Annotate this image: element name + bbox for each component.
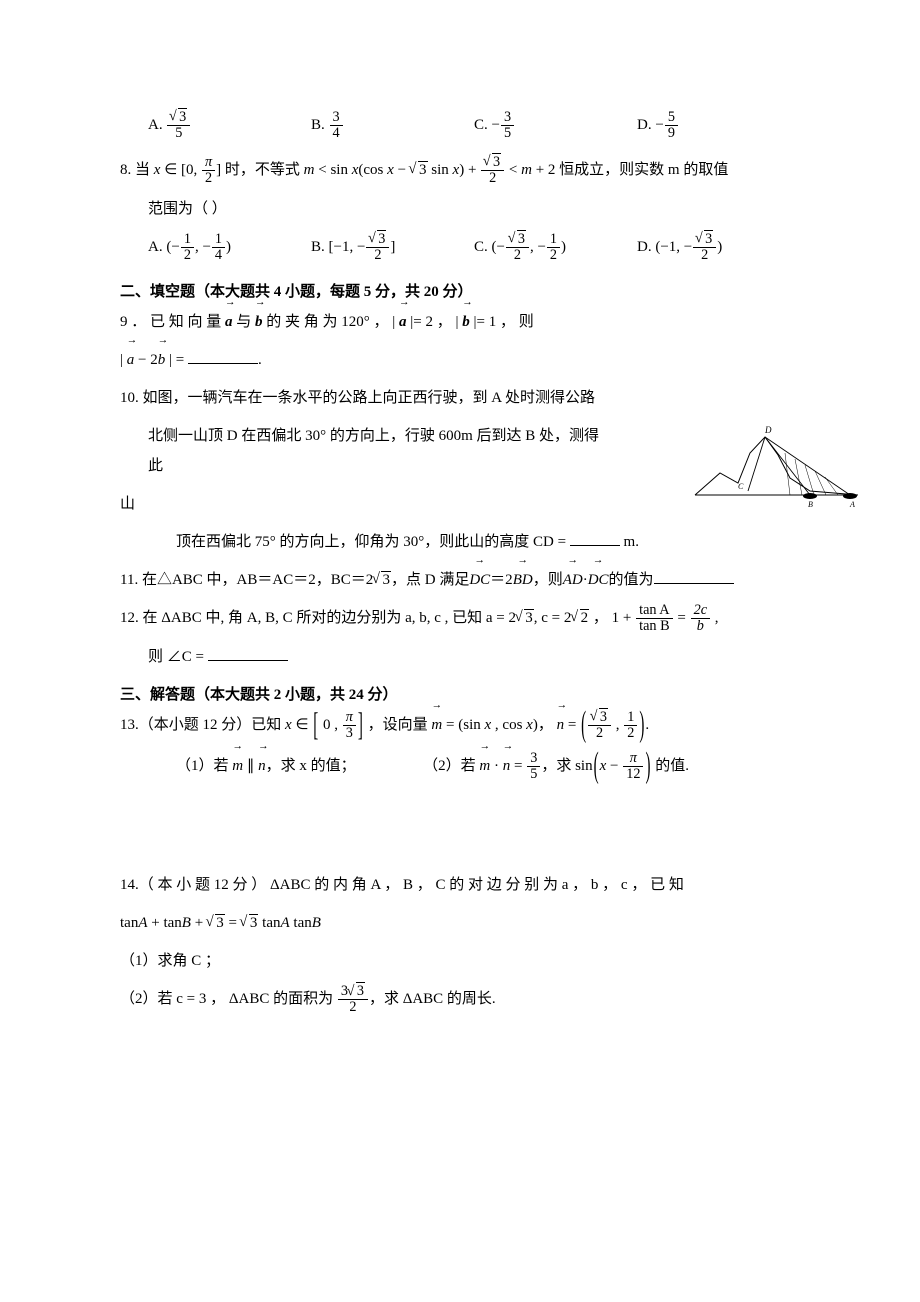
q14-part2: （2）若 c = 3 ， ΔABC 的面积为 332，求 ΔABC 的周长. bbox=[120, 984, 800, 1015]
q13-part2: （2）若 m · n = 35，求 sin(x − π12) 的值. bbox=[423, 751, 689, 782]
fig-label-D: D bbox=[764, 425, 772, 435]
q8-option-A: A. (−12, −14) bbox=[148, 232, 311, 263]
q11: 11. 在△ABC 中，AB＝AC＝2，BC＝23，点 D 满足DC＝2BD，则… bbox=[120, 565, 800, 595]
q11-blank bbox=[654, 567, 734, 585]
q7-option-B: B. 34 bbox=[311, 110, 474, 141]
q13-part1: （1）若 m ∥ n，求 x 的值； bbox=[176, 751, 356, 781]
q12-line2: 则 ∠C = bbox=[148, 642, 800, 672]
q8-stem: 8. 当 bbox=[120, 162, 150, 178]
q14: 14.（ 本 小 题 12 分 ） ΔABC 的 内 角 A ， B ， C 的… bbox=[120, 870, 800, 900]
q10-line3: 顶在西偏北 75° 的方向上，仰角为 30°，则此山的高度 CD = m. bbox=[176, 527, 800, 557]
fig-label-C: C bbox=[738, 482, 744, 491]
opt-label: C. bbox=[474, 117, 488, 133]
section3-header: 三、解答题（本大题共 2 小题，共 24 分） bbox=[120, 680, 800, 710]
q8-option-D: D. (−1, −32) bbox=[637, 232, 800, 263]
q13: 13.（本小题 12 分）已知 x ∈ [ 0 , π3] ，设向量 m = (… bbox=[120, 710, 800, 741]
page: A. 35 B. 34 C. −35 D. −59 8. 当 x ∈ [0, π… bbox=[0, 0, 920, 1302]
q7-option-C: C. −35 bbox=[474, 110, 637, 141]
q7-option-A: A. 35 bbox=[148, 110, 311, 141]
q8-line2: 范围为（ ） bbox=[148, 194, 800, 224]
q10-blank bbox=[570, 529, 620, 547]
q8-option-C: C. (−32, −12) bbox=[474, 232, 637, 263]
vec-a: a bbox=[225, 307, 233, 337]
q9-blank bbox=[188, 347, 258, 365]
q9: 9 ． 已 知 向 量 a 与 b 的 夹 角 为 120° ， | a |= … bbox=[120, 307, 800, 337]
q8-option-B: B. [−1, −32] bbox=[311, 232, 474, 263]
vec-b: b bbox=[255, 307, 263, 337]
q12: 12. 在 ΔABC 中, 角 A, B, C 所对的边分别为 a, b, c … bbox=[120, 603, 800, 634]
q13-parts: （1）若 m ∥ n，求 x 的值； （2）若 m · n = 35，求 sin… bbox=[176, 751, 800, 782]
mountain-figure: D C B A bbox=[690, 423, 860, 513]
q14-part1: （1）求角 C ； bbox=[120, 946, 800, 976]
opt-label: D. bbox=[637, 117, 652, 133]
q14-eq: tanA + tanB + 3 = 3 tanA tanB bbox=[120, 908, 800, 938]
q8-options: A. (−12, −14) B. [−1, −32] C. (−32, −12)… bbox=[148, 232, 800, 263]
q10-line1: 10. 如图，一辆汽车在一条水平的公路上向正西行驶，到 A 处时测得公路 bbox=[120, 383, 800, 413]
fig-label-B: B bbox=[808, 500, 813, 509]
q8: 8. 当 x ∈ [0, π2] 时，不等式 m < sin x(cos x −… bbox=[120, 155, 800, 186]
q7-option-D: D. −59 bbox=[637, 110, 800, 141]
opt-label: A. bbox=[148, 117, 163, 133]
fig-label-A: A bbox=[849, 500, 855, 509]
q7-options: A. 35 B. 34 C. −35 D. −59 bbox=[148, 110, 800, 141]
q12-blank bbox=[208, 644, 288, 662]
opt-label: B. bbox=[311, 117, 325, 133]
section2-header: 二、填空题（本大题共 4 小题，每题 5 分，共 20 分） bbox=[120, 277, 800, 307]
q9-line2: | a − 2b | = . bbox=[120, 345, 800, 375]
